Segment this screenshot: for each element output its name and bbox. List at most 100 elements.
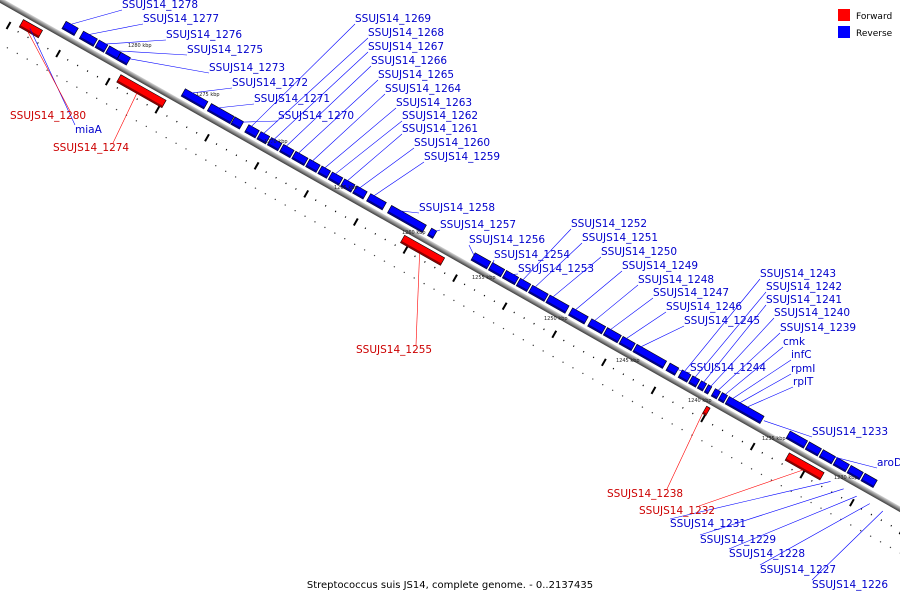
gene-label-ssujs14-1263[interactable]: SSUJS14_1263 — [396, 97, 472, 109]
gene-reverse-8[interactable] — [244, 124, 260, 139]
gene-reverse-0[interactable] — [61, 20, 79, 37]
gene-reverse-27[interactable] — [568, 307, 589, 325]
gene-label-ssujs14-1262[interactable]: SSUJS14_1262 — [402, 110, 478, 122]
gene-forward-2[interactable] — [400, 234, 446, 266]
gene-label-ssujs14-1267[interactable]: SSUJS14_1267 — [368, 41, 444, 53]
scale-label: 1280 kbp — [128, 43, 152, 49]
legend-swatch-reverse — [838, 26, 850, 38]
gene-reverse-11[interactable] — [279, 143, 295, 159]
gene-label-ssujs14-1246[interactable]: SSUJS14_1246 — [666, 301, 742, 313]
gene-reverse-7[interactable] — [230, 116, 245, 130]
gene-reverse-19[interactable] — [386, 205, 427, 233]
gene-label-ssujs14-1227[interactable]: SSUJS14_1227 — [760, 564, 836, 576]
gene-label-ssujs14-1254[interactable]: SSUJS14_1254 — [494, 249, 570, 261]
gene-forward-0[interactable] — [18, 19, 43, 39]
gene-reverse-15[interactable] — [327, 171, 344, 186]
gene-label-ssujs14-1252[interactable]: SSUJS14_1252 — [571, 218, 647, 230]
gene-reverse-37[interactable] — [710, 388, 721, 400]
gene-label-infc[interactable]: infC — [791, 349, 812, 361]
gene-reverse-26[interactable] — [545, 294, 570, 314]
gene-label-ssujs14-1233[interactable]: SSUJS14_1233 — [812, 426, 888, 438]
gene-label-ssujs14-1257[interactable]: SSUJS14_1257 — [440, 219, 516, 231]
gene-label-ssujs14-1242[interactable]: SSUJS14_1242 — [766, 281, 842, 293]
gene-label-ssujs14-1247[interactable]: SSUJS14_1247 — [653, 287, 729, 299]
gene-reverse-35[interactable] — [696, 380, 708, 392]
gene-label-ssujs14-1241[interactable]: SSUJS14_1241 — [766, 294, 842, 306]
gene-reverse-45[interactable] — [860, 472, 878, 489]
gene-label-ssujs14-1226[interactable]: SSUJS14_1226 — [812, 579, 888, 591]
gene-label-arod[interactable]: aroD — [877, 457, 900, 469]
gene-reverse-33[interactable] — [677, 369, 692, 383]
gene-reverse-34[interactable] — [688, 375, 701, 388]
gene-reverse-21[interactable] — [470, 252, 492, 270]
gene-label-ssujs14-1270[interactable]: SSUJS14_1270 — [278, 110, 354, 122]
gene-label-rplt[interactable]: rplT — [793, 376, 814, 388]
gene-reverse-20[interactable] — [427, 227, 438, 239]
gene-label-ssujs14-1228[interactable]: SSUJS14_1228 — [729, 548, 805, 560]
gene-reverse-24[interactable] — [515, 277, 532, 293]
gene-label-ssujs14-1229[interactable]: SSUJS14_1229 — [700, 534, 776, 546]
gene-label-ssujs14-1260[interactable]: SSUJS14_1260 — [414, 137, 490, 149]
gene-reverse-41[interactable] — [804, 441, 822, 457]
gene-label-ssujs14-1275[interactable]: SSUJS14_1275 — [187, 44, 263, 56]
gene-forward-1[interactable] — [116, 74, 167, 109]
gene-label-ssujs14-1259[interactable]: SSUJS14_1259 — [424, 151, 500, 163]
gene-label-ssujs14-1249[interactable]: SSUJS14_1249 — [622, 260, 698, 272]
gene-reverse-12[interactable] — [291, 150, 309, 167]
gene-reverse-40[interactable] — [785, 430, 809, 449]
gene-label-ssujs14-1256[interactable]: SSUJS14_1256 — [469, 234, 545, 246]
gene-label-ssujs14-1277[interactable]: SSUJS14_1277 — [143, 13, 219, 25]
gene-label-ssujs14-1248[interactable]: SSUJS14_1248 — [638, 274, 714, 286]
gene-reverse-38[interactable] — [717, 392, 728, 404]
gene-label-ssujs14-1231[interactable]: SSUJS14_1231 — [670, 518, 746, 530]
gene-label-ssujs14-1265[interactable]: SSUJS14_1265 — [378, 69, 454, 81]
gene-reverse-13[interactable] — [305, 158, 321, 173]
gene-reverse-4[interactable] — [116, 51, 131, 66]
gene-label-ssujs14-1271[interactable]: SSUJS14_1271 — [254, 93, 330, 105]
gene-label-ssujs14-1243[interactable]: SSUJS14_1243 — [760, 268, 836, 280]
gene-label-ssujs14-1269[interactable]: SSUJS14_1269 — [355, 13, 431, 25]
gene-label-ssujs14-1273[interactable]: SSUJS14_1273 — [209, 62, 285, 74]
gene-reverse-42[interactable] — [818, 449, 836, 465]
gene-label-rpmi[interactable]: rpmI — [791, 363, 815, 375]
gene-reverse-39[interactable] — [724, 396, 765, 425]
gene-label-ssujs14-1250[interactable]: SSUJS14_1250 — [601, 246, 677, 258]
gene-label-ssujs14-1238[interactable]: SSUJS14_1238 — [607, 488, 683, 500]
gene-label-ssujs14-1240[interactable]: SSUJS14_1240 — [774, 307, 850, 319]
gene-reverse-10[interactable] — [266, 137, 283, 152]
gene-reverse-1[interactable] — [78, 30, 98, 47]
gene-label-ssujs14-1261[interactable]: SSUJS14_1261 — [402, 123, 478, 135]
gene-label-ssujs14-1272[interactable]: SSUJS14_1272 — [232, 77, 308, 89]
gene-label-ssujs14-1232[interactable]: SSUJS14_1232 — [639, 505, 715, 517]
gene-label-ssujs14-1274[interactable]: SSUJS14_1274 — [53, 142, 129, 154]
gene-label-ssujs14-1268[interactable]: SSUJS14_1268 — [368, 27, 444, 39]
gene-forward-3[interactable] — [702, 405, 711, 416]
gene-reverse-17[interactable] — [352, 185, 368, 200]
gene-reverse-2[interactable] — [94, 39, 109, 53]
gene-label-ssujs14-1255[interactable]: SSUJS14_1255 — [356, 344, 432, 356]
gene-reverse-31[interactable] — [632, 343, 668, 369]
gene-label-ssujs14-1251[interactable]: SSUJS14_1251 — [582, 232, 658, 244]
gene-reverse-5[interactable] — [180, 88, 209, 110]
gene-reverse-25[interactable] — [527, 284, 549, 302]
gene-reverse-44[interactable] — [846, 465, 864, 481]
gene-label-ssujs14-1258[interactable]: SSUJS14_1258 — [419, 202, 495, 214]
gene-label-ssujs14-1276[interactable]: SSUJS14_1276 — [166, 29, 242, 41]
gene-label-ssujs14-1239[interactable]: SSUJS14_1239 — [780, 322, 856, 334]
gene-reverse-9[interactable] — [256, 131, 271, 145]
gene-label-miaa[interactable]: miaA — [75, 124, 103, 136]
gene-reverse-32[interactable] — [665, 362, 680, 376]
gene-label-ssujs14-1278[interactable]: SSUJS14_1278 — [122, 0, 198, 11]
gene-label-ssujs14-1280[interactable]: SSUJS14_1280 — [10, 110, 86, 122]
gene-reverse-23[interactable] — [501, 270, 520, 286]
gene-reverse-14[interactable] — [317, 165, 332, 179]
gene-reverse-43[interactable] — [832, 457, 850, 473]
gene-label-ssujs14-1264[interactable]: SSUJS14_1264 — [385, 83, 461, 95]
gene-reverse-30[interactable] — [618, 336, 636, 352]
gene-label-ssujs14-1253[interactable]: SSUJS14_1253 — [518, 263, 594, 275]
gene-reverse-16[interactable] — [339, 178, 356, 193]
gene-label-ssujs14-1266[interactable]: SSUJS14_1266 — [371, 55, 447, 67]
gene-label-cmk[interactable]: cmk — [783, 336, 806, 348]
gene-label-ssujs14-1245[interactable]: SSUJS14_1245 — [684, 315, 760, 327]
gene-label-ssujs14-1244[interactable]: SSUJS14_1244 — [690, 362, 766, 374]
